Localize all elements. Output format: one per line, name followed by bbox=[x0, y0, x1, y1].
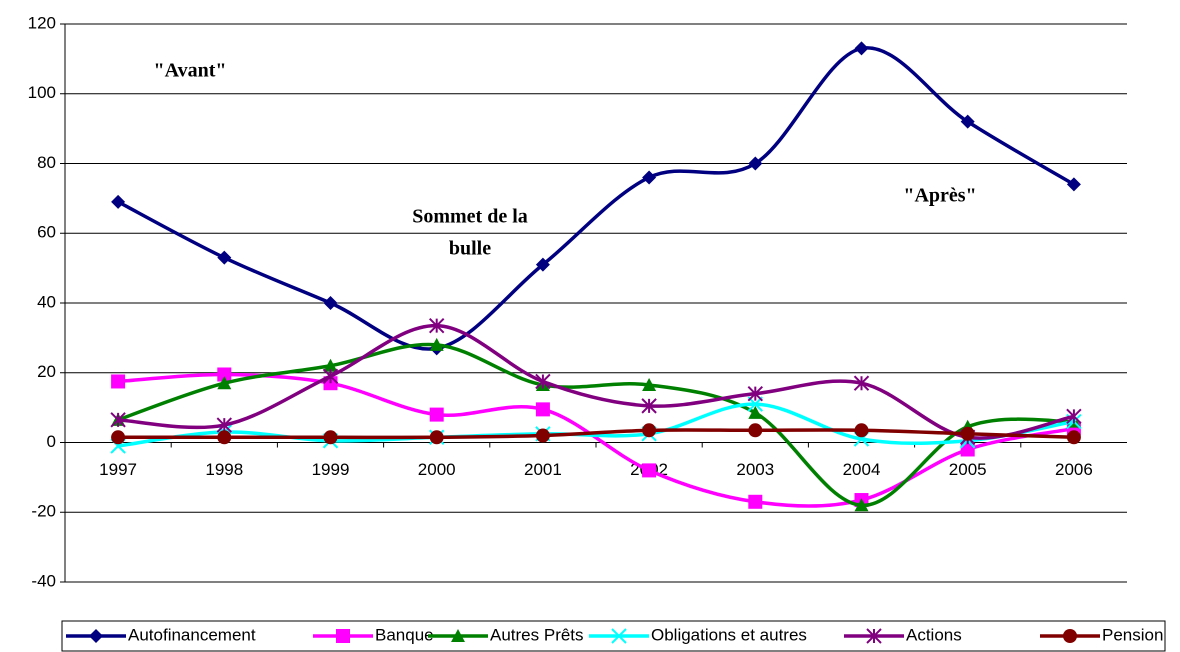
data-point bbox=[748, 494, 763, 509]
legend-box bbox=[61, 620, 1166, 652]
data-point bbox=[747, 385, 764, 402]
data-point bbox=[641, 398, 657, 414]
y-tick-label: 20 bbox=[37, 362, 56, 381]
data-point bbox=[854, 423, 869, 438]
data-point bbox=[535, 373, 551, 390]
x-tick-label: 2000 bbox=[418, 460, 456, 479]
data-point bbox=[642, 423, 657, 438]
x-tick-label: 2001 bbox=[524, 460, 562, 479]
annotation: Sommet de la bbox=[412, 206, 528, 228]
y-tick-label: -40 bbox=[31, 571, 56, 590]
data-point bbox=[323, 430, 338, 445]
data-point bbox=[642, 170, 657, 185]
legend-marker bbox=[611, 628, 627, 644]
series-line bbox=[117, 342, 1074, 508]
data-point bbox=[216, 417, 233, 433]
data-point bbox=[535, 402, 550, 417]
data-point bbox=[110, 412, 126, 428]
y-tick-label: 60 bbox=[37, 223, 56, 242]
data-point bbox=[960, 442, 975, 457]
y-tick-label: 40 bbox=[37, 292, 56, 311]
annotation: "Avant" bbox=[154, 60, 227, 82]
data-point bbox=[535, 257, 550, 272]
data-point bbox=[429, 337, 444, 351]
y-tick-label: 100 bbox=[28, 83, 56, 102]
legend-label: Actions bbox=[906, 625, 962, 644]
series-line bbox=[118, 323, 1075, 440]
data-point bbox=[1066, 408, 1082, 425]
data-point bbox=[854, 41, 869, 56]
series-line bbox=[117, 46, 1075, 351]
legend-marker bbox=[336, 629, 350, 643]
legend-marker bbox=[89, 629, 103, 643]
data-point bbox=[429, 407, 444, 422]
data-point bbox=[854, 498, 869, 512]
data-point bbox=[960, 114, 975, 129]
series-line bbox=[117, 372, 1075, 508]
data-point bbox=[323, 358, 338, 372]
legend-marker bbox=[1063, 629, 1077, 643]
x-tick-label: 1997 bbox=[99, 460, 137, 479]
data-point bbox=[853, 375, 870, 391]
data-point bbox=[1066, 430, 1081, 445]
legend-label: Autofinancement bbox=[128, 625, 256, 644]
x-tick-label: 2006 bbox=[1055, 460, 1093, 479]
x-tick-label: 2003 bbox=[736, 460, 774, 479]
data-point bbox=[217, 376, 232, 390]
y-tick-label: 120 bbox=[28, 13, 56, 32]
data-point bbox=[748, 405, 763, 419]
legend-marker bbox=[451, 629, 465, 642]
y-tick-label: 0 bbox=[47, 432, 56, 451]
x-tick-label: 2005 bbox=[949, 460, 987, 479]
data-point bbox=[111, 430, 126, 445]
data-point bbox=[429, 430, 444, 445]
data-point bbox=[535, 428, 550, 443]
data-point bbox=[217, 250, 232, 265]
series-line bbox=[118, 428, 1074, 440]
data-point bbox=[960, 426, 975, 441]
data-point bbox=[748, 156, 763, 171]
data-point bbox=[428, 317, 445, 334]
data-point bbox=[748, 423, 763, 438]
legend-label: Obligations et autres bbox=[651, 625, 807, 644]
annotation: bulle bbox=[449, 238, 491, 260]
legend-marker bbox=[866, 628, 882, 644]
data-point bbox=[322, 368, 339, 384]
y-tick-label: 80 bbox=[37, 153, 56, 172]
x-tick-label: 2004 bbox=[843, 460, 881, 479]
y-tick-label: -20 bbox=[31, 502, 56, 521]
data-point bbox=[111, 374, 126, 389]
annotation: "Après" bbox=[903, 185, 976, 207]
data-point bbox=[217, 430, 232, 445]
legend-label: Autres Prêts bbox=[490, 625, 584, 644]
data-point bbox=[1066, 177, 1081, 192]
data-point bbox=[642, 377, 657, 391]
data-point bbox=[642, 463, 657, 478]
data-point bbox=[323, 296, 338, 310]
data-point bbox=[217, 367, 232, 382]
legend-label: Pension bbox=[1102, 625, 1163, 644]
x-tick-label: 1999 bbox=[312, 460, 350, 479]
legend-label: Banque bbox=[375, 625, 434, 644]
data-point bbox=[111, 194, 126, 209]
x-tick-label: 1998 bbox=[205, 460, 243, 479]
